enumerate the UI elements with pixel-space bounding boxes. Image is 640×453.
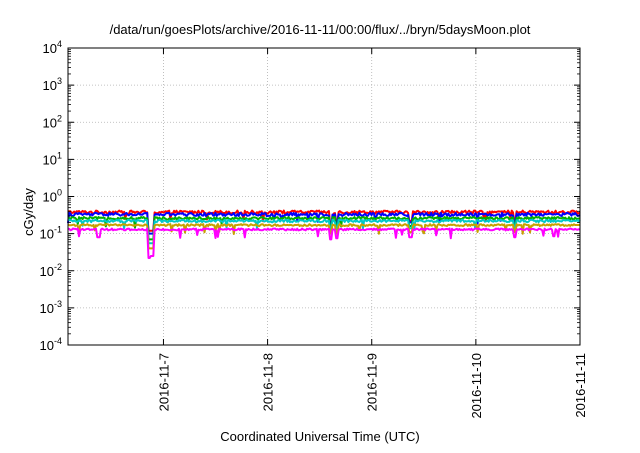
axes: 10-4 10-3 10-2 10-1 100 101 102 103 104 2016-11-7… — [40, 39, 588, 419]
y-axis-label: cGy/day — [21, 188, 36, 236]
chart-title: /data/run/goesPlots/archive/2016-11-11/0… — [110, 22, 531, 37]
y-tick-label: 102 — [43, 113, 62, 130]
y-tick-label: 10-4 — [40, 336, 62, 353]
x-tick-label: 2016-11-7 — [156, 353, 171, 411]
x-tick-label: 2016-11-10 — [469, 353, 484, 419]
x-axis-label: Coordinated Universal Time (UTC) — [220, 429, 419, 444]
y-tick-label: 100 — [43, 188, 62, 205]
series-line — [67, 223, 581, 250]
series-line — [67, 227, 581, 259]
y-tick-label: 10-1 — [40, 225, 62, 242]
y-tick-label: 101 — [43, 150, 62, 167]
grid-lines — [68, 48, 580, 345]
x-tick-label: 2016-11-8 — [261, 353, 276, 411]
x-tick-label: 2016-11-11 — [573, 353, 588, 418]
series-lines — [67, 209, 581, 259]
y-tick-label: 104 — [43, 39, 62, 56]
y-tick-label: 10-3 — [40, 299, 62, 316]
y-tick-label: 103 — [43, 76, 62, 93]
x-tick-label: 2016-11-9 — [365, 353, 380, 411]
y-tick-label: 10-2 — [40, 262, 62, 279]
series-line — [67, 218, 581, 245]
